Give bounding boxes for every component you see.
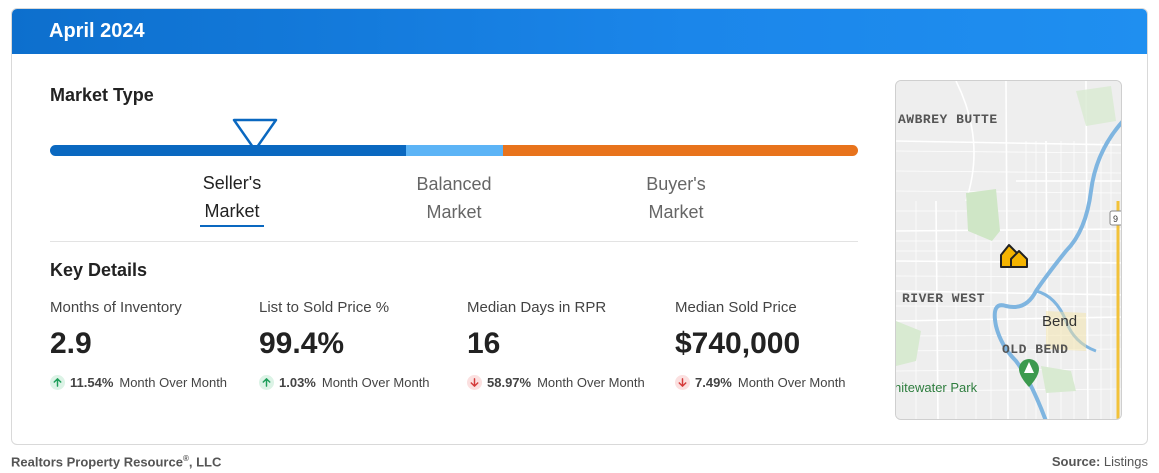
map-label-bend: Bend	[1042, 313, 1077, 330]
metric-value: $740,000	[675, 327, 801, 360]
market-type-gauge	[50, 145, 858, 156]
tree-pin-icon	[1019, 359, 1039, 387]
market-type-title: Market Type	[50, 85, 154, 105]
metric-median-sold-price: Median Sold Price $740,000 7.49% Month O…	[675, 299, 880, 391]
location-map[interactable]: 9 AWBREY BUTTE RIVER WEST Bend OLD BEND …	[895, 80, 1122, 420]
map-label-awbrey: AWBREY BUTTE	[898, 112, 998, 127]
map-label-river-west: RIVER WEST	[902, 291, 985, 306]
metric-name: Median Days in RPR	[467, 299, 607, 316]
metric-months-of-inventory: Months of Inventory 2.9 11.54% Month Ove…	[50, 299, 255, 391]
seller-label-line2: Market	[204, 201, 260, 221]
metric-value: 16	[467, 327, 501, 360]
key-details-title: Key Details	[50, 260, 148, 280]
balanced-label-line2: Market	[426, 202, 482, 222]
header-title: April 2024	[49, 20, 145, 42]
market-summary-card: April 2024 Market Type Seller's Market B…	[11, 8, 1148, 445]
gauge-buyer-segment	[503, 145, 858, 156]
section-divider	[50, 241, 858, 242]
footer-source-value: Listings	[1103, 454, 1148, 469]
seller-market-label[interactable]: Seller's Market	[162, 169, 302, 227]
balanced-market-label[interactable]: Balanced Market	[384, 170, 524, 226]
map-label-park: hitewater Park	[896, 380, 978, 395]
arrow-up-icon	[50, 374, 65, 390]
metric-change: 7.49% Month Over Month	[675, 373, 880, 391]
metric-change-period: Month Over Month	[737, 374, 846, 390]
footer-source: Source: Listings	[1052, 454, 1148, 469]
footer-company-name: Realtors Property Resource	[11, 454, 183, 470]
metric-change-period: Month Over Month	[119, 374, 228, 390]
arrow-down-icon	[467, 374, 482, 390]
gauge-seller-segment	[50, 145, 406, 156]
metric-change-percent: 1.03%	[279, 374, 316, 390]
metric-change-period: Month Over Month	[537, 374, 645, 390]
metric-change-percent: 58.97%	[487, 374, 532, 390]
buyer-label-line1: Buyer's	[646, 174, 706, 194]
metric-change-period: Month Over Month	[321, 374, 430, 390]
balanced-label-line1: Balanced	[416, 174, 492, 194]
seller-label-line1: Seller's	[202, 173, 262, 193]
card-header: April 2024	[12, 9, 1147, 54]
footer-company: Realtors Property Resource®, LLC	[11, 454, 221, 469]
gauge-balanced-segment	[406, 145, 503, 156]
buyer-market-label[interactable]: Buyer's Market	[606, 170, 746, 226]
footer-registered-mark: ®	[182, 454, 189, 463]
footer-company-suffix: , LLC	[188, 454, 222, 470]
metric-change: 58.97% Month Over Month	[467, 373, 672, 391]
metric-name: List to Sold Price %	[259, 299, 390, 316]
map-label-old-bend: OLD BEND	[1002, 342, 1068, 357]
buyer-label-line2: Market	[648, 202, 704, 222]
metric-change-percent: 7.49%	[695, 374, 732, 390]
metric-name: Median Sold Price	[675, 299, 797, 316]
metric-change-percent: 11.54%	[70, 374, 114, 390]
metric-change: 1.03% Month Over Month	[259, 373, 464, 391]
metric-value: 2.9	[50, 327, 92, 360]
metric-median-days: Median Days in RPR 16 58.97% Month Over …	[467, 299, 672, 391]
market-pointer-icon	[232, 118, 278, 152]
seller-selected-underline	[200, 225, 264, 227]
arrow-up-icon	[259, 374, 274, 390]
metric-name: Months of Inventory	[50, 299, 182, 316]
arrow-down-icon	[675, 374, 690, 390]
home-marker-icon[interactable]	[1000, 244, 1028, 268]
metric-change: 11.54% Month Over Month	[50, 373, 255, 391]
map-route-label: 9	[1113, 214, 1118, 224]
footer-source-label: Source:	[1051, 454, 1101, 469]
metric-list-to-sold: List to Sold Price % 99.4% 1.03% Month O…	[259, 299, 464, 391]
metric-value: 99.4%	[259, 327, 345, 360]
